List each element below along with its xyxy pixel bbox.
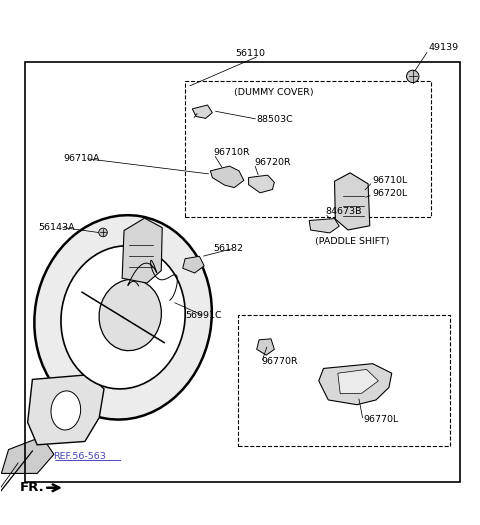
Polygon shape: [183, 256, 204, 273]
Circle shape: [407, 70, 419, 82]
Text: 96770L: 96770L: [363, 415, 398, 424]
Bar: [25, 62, 459, 482]
Text: 96710A: 96710A: [63, 154, 100, 163]
Polygon shape: [338, 370, 378, 394]
Text: 49139: 49139: [429, 43, 458, 53]
Ellipse shape: [99, 279, 161, 351]
Polygon shape: [335, 173, 370, 230]
Text: 84673B: 84673B: [325, 207, 361, 216]
Polygon shape: [309, 218, 339, 233]
Polygon shape: [192, 105, 212, 118]
Polygon shape: [257, 339, 275, 355]
Bar: [185, 81, 431, 217]
Text: 96770R: 96770R: [262, 357, 298, 366]
Bar: [238, 315, 450, 446]
Text: 56182: 56182: [214, 244, 244, 253]
Text: 56143A: 56143A: [38, 223, 75, 232]
Ellipse shape: [35, 215, 212, 419]
Text: 96720L: 96720L: [372, 189, 408, 198]
Text: (PADDLE SHIFT): (PADDLE SHIFT): [315, 237, 390, 246]
Text: 56110: 56110: [235, 49, 265, 58]
Polygon shape: [249, 175, 275, 193]
Text: 96710R: 96710R: [214, 148, 251, 158]
Text: (DUMMY COVER): (DUMMY COVER): [234, 88, 314, 97]
Text: 88503C: 88503C: [257, 115, 293, 124]
Text: 96720R: 96720R: [254, 158, 291, 167]
Polygon shape: [210, 166, 244, 187]
Circle shape: [99, 228, 108, 237]
Ellipse shape: [61, 246, 185, 389]
Polygon shape: [122, 218, 162, 283]
Text: REF.56-563: REF.56-563: [53, 452, 106, 461]
Text: FR.: FR.: [20, 481, 44, 494]
Text: 96710L: 96710L: [372, 176, 408, 185]
Polygon shape: [28, 375, 104, 445]
Text: 56991C: 56991C: [185, 311, 222, 320]
Ellipse shape: [51, 391, 81, 430]
Polygon shape: [1, 437, 54, 474]
Polygon shape: [319, 364, 392, 405]
